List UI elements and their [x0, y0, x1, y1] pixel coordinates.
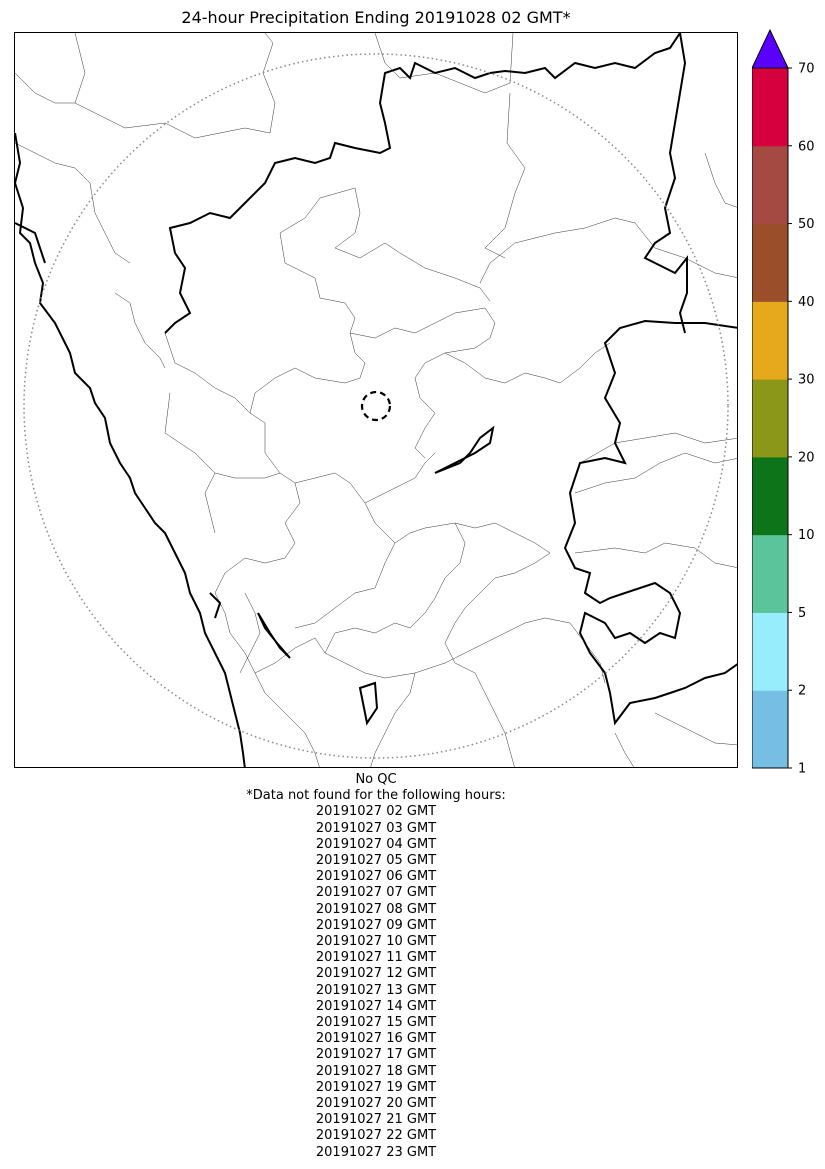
- colorbar-tick-label: 70: [798, 62, 815, 77]
- colorbar-outline: [752, 67, 789, 769]
- colorbar-bin: [752, 612, 788, 691]
- colorbar-extend-triangle: [752, 28, 789, 69]
- missing-hour-item: 20191027 02 GMT: [315, 804, 437, 820]
- colorbar-tick-label: 60: [798, 139, 815, 154]
- missing-hour-item: 20191027 06 GMT: [315, 869, 437, 885]
- colorbar-bin: [752, 223, 788, 302]
- map-canvas: [15, 33, 737, 767]
- qc-note: No QC: [355, 772, 397, 787]
- colorbar-tick-label: 40: [798, 295, 815, 310]
- colorbar-tick-label: 2: [798, 684, 806, 699]
- missing-hour-item: 20191027 18 GMT: [315, 1063, 437, 1079]
- radar-site-marker: [360, 390, 392, 422]
- missing-hour-item: 20191027 15 GMT: [315, 1015, 437, 1031]
- colorbar-tick-label: 20: [798, 450, 815, 465]
- missing-hour-item: 20191027 21 GMT: [315, 1112, 437, 1128]
- colorbar-tick-label: 10: [798, 528, 815, 543]
- colorbar-tick-label: 5: [798, 606, 806, 621]
- missing-hour-item: 20191027 17 GMT: [315, 1047, 437, 1063]
- colorbar: 1 2 5 10 20 30 40 50 60 70: [752, 28, 815, 774]
- missing-hour-item: 20191027 04 GMT: [315, 836, 437, 852]
- colorbar-tick-label: 1: [798, 762, 806, 774]
- missing-hour-item: 20191027 22 GMT: [315, 1128, 437, 1144]
- colorbar-tick-label: 30: [798, 373, 815, 388]
- state-boundaries: [15, 33, 737, 767]
- map-title: 24-hour Precipitation Ending 20191028 02…: [181, 8, 571, 27]
- colorbar-bin: [752, 145, 788, 225]
- colorbar-bin: [752, 379, 788, 458]
- missing-hour-item: 20191027 16 GMT: [315, 1031, 437, 1047]
- missing-hour-item: 20191027 07 GMT: [315, 885, 437, 901]
- missing-hour-item: 20191027 19 GMT: [315, 1079, 437, 1095]
- missing-hour-item: 20191027 13 GMT: [315, 982, 437, 998]
- missing-hour-item: 20191027 14 GMT: [315, 998, 437, 1014]
- missing-hour-item: 20191027 20 GMT: [315, 1096, 437, 1112]
- missing-hour-item: 20191027 09 GMT: [315, 917, 437, 933]
- footer-notes: No QC *Data not found for the following …: [14, 772, 738, 1161]
- colorbar-bins: [752, 68, 788, 769]
- missing-hour-item: 20191027 23 GMT: [315, 1144, 437, 1160]
- missing-hours-list: 20191027 02 GMT 20191027 03 GMT 20191027 0…: [14, 804, 738, 1160]
- missing-hour-item: 20191027 12 GMT: [315, 966, 437, 982]
- missing-hour-item: 20191027 10 GMT: [315, 934, 437, 950]
- colorbar-tick-label: 50: [798, 217, 815, 232]
- missing-hour-item: 20191027 05 GMT: [315, 853, 437, 869]
- missing-hour-item: 20191027 03 GMT: [315, 820, 437, 836]
- colorbar-bin: [752, 68, 788, 147]
- colorbar-bin: [752, 534, 788, 613]
- map-panel: [14, 32, 738, 768]
- colorbar-bin: [752, 456, 788, 536]
- colorbar-ticks: 1 2 5 10 20 30 40 50 60 70: [788, 62, 815, 774]
- missing-hour-item: 20191027 11 GMT: [315, 950, 437, 966]
- missing-hour-item: 20191027 08 GMT: [315, 901, 437, 917]
- district-boundaries: [15, 33, 737, 767]
- colorbar-bin: [752, 690, 788, 769]
- radar-range-ring: [23, 53, 729, 759]
- colorbar-bin: [752, 301, 788, 380]
- missing-data-header: *Data not found for the following hours:: [246, 788, 506, 804]
